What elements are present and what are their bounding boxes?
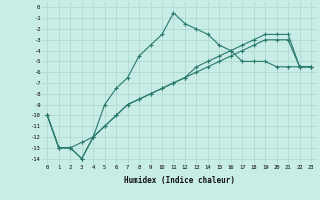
X-axis label: Humidex (Indice chaleur): Humidex (Indice chaleur) (124, 176, 235, 185)
